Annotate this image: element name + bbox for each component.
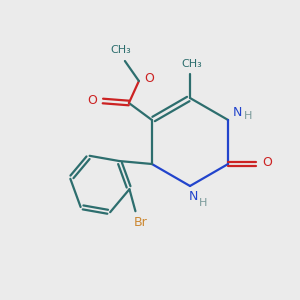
Text: N: N [188,190,198,202]
Text: N: N [232,106,242,119]
Text: H: H [244,111,252,121]
Text: O: O [87,94,97,106]
Text: CH₃: CH₃ [182,59,203,69]
Text: CH₃: CH₃ [110,45,131,55]
Text: O: O [144,71,154,85]
Text: H: H [199,198,207,208]
Text: Br: Br [134,216,147,229]
Text: O: O [262,157,272,169]
